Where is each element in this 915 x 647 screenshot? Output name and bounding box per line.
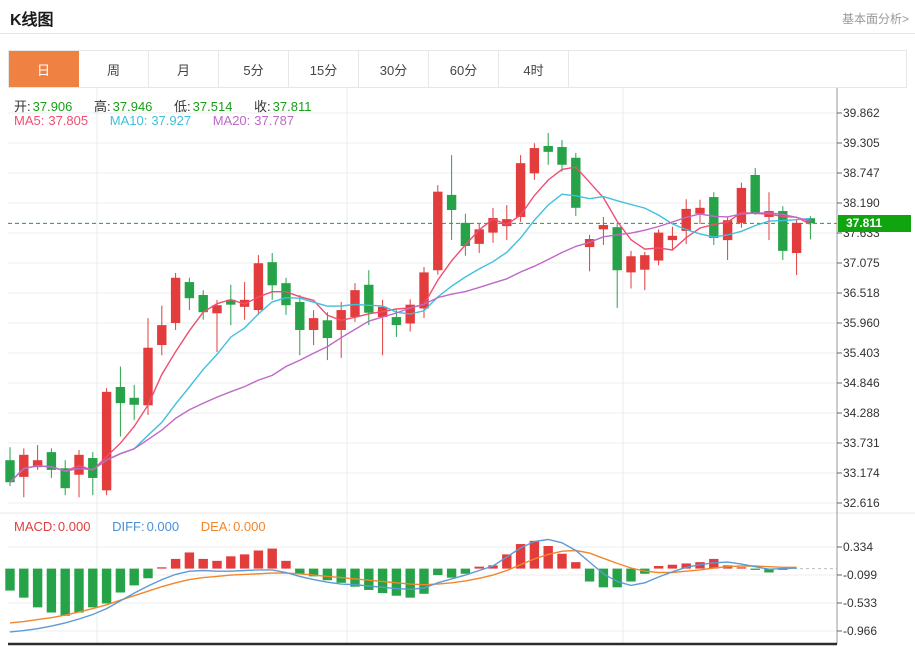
current-price-tag: 37.811 — [838, 215, 911, 232]
header-divider — [0, 33, 915, 34]
kline-chart[interactable] — [0, 88, 915, 647]
page-title: K线图 — [10, 12, 54, 29]
interval-tab-5[interactable]: 30分 — [359, 51, 429, 87]
interval-tab-1[interactable]: 周 — [79, 51, 149, 87]
interval-tab-6[interactable]: 60分 — [429, 51, 499, 87]
interval-tab-7[interactable]: 4时 — [499, 51, 569, 87]
interval-tab-0[interactable]: 日 — [9, 51, 79, 87]
fundamental-analysis-link[interactable]: 基本面分析> — [841, 12, 909, 26]
interval-tab-2[interactable]: 月 — [149, 51, 219, 87]
interval-tab-4[interactable]: 15分 — [289, 51, 359, 87]
interval-tab-3[interactable]: 5分 — [219, 51, 289, 87]
interval-tabbar: 日周月 5分 15分 30分 60分 4时 — [8, 50, 907, 88]
